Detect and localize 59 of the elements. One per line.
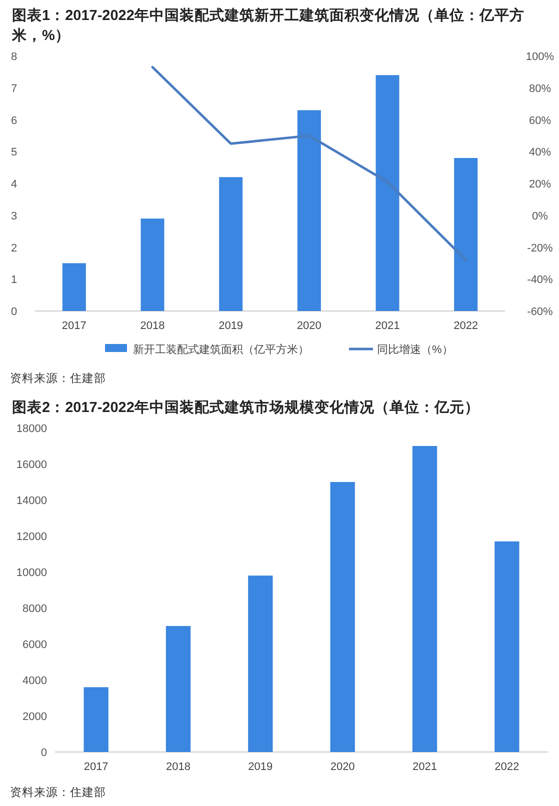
y-tick-label: 10000 (16, 567, 47, 579)
y2-tick-label: 40% (528, 146, 552, 159)
x-tick-label: 2018 (166, 761, 190, 773)
bar (454, 158, 478, 311)
legend-label: 同比增速（%） (377, 343, 453, 356)
bar (248, 576, 273, 752)
y-tick-label: 4000 (22, 675, 47, 687)
y-tick-label: 14000 (16, 495, 47, 507)
chart-title: 图表2：2017-2022年中国装配式建筑市场规模变化情况（单位：亿元） (11, 398, 480, 418)
bar (376, 75, 400, 311)
y2-tick-label: 80% (528, 82, 552, 95)
x-tick-label: 2019 (248, 761, 273, 773)
y-tick-label: 2 (10, 242, 18, 254)
bar (140, 218, 164, 311)
bar (494, 541, 520, 752)
x-tick-label: 2022 (454, 320, 478, 332)
x-tick-label: 2017 (62, 320, 86, 332)
bar (219, 177, 243, 311)
bar (330, 482, 355, 752)
x-tick-label: 2017 (84, 761, 108, 773)
bar (297, 110, 321, 311)
y-tick-label: 0 (10, 306, 18, 318)
y-tick-label: 8000 (22, 603, 47, 615)
y-tick-label: 16000 (16, 459, 47, 471)
x-tick-label: 2020 (296, 320, 322, 332)
y-tick-label: 1 (10, 274, 18, 286)
text: 资料来源：住建部 (9, 785, 107, 800)
bar (84, 687, 108, 752)
y2-tick-label: -20% (527, 242, 554, 254)
y2-tick-label: -40% (527, 274, 554, 286)
y-tick-label: 8 (10, 51, 18, 63)
bar (62, 263, 86, 311)
y-tick-label: 7 (10, 82, 18, 95)
x-tick-label: 2021 (375, 320, 400, 332)
bar (166, 626, 191, 752)
x-tick-label: 2021 (412, 761, 437, 773)
y-tick-label: 2000 (22, 711, 47, 723)
y2-tick-label: 0% (532, 210, 548, 222)
y2-tick-label: -60% (527, 306, 554, 318)
x-tick-label: 2022 (494, 761, 520, 773)
x-tick-label: 2018 (140, 320, 165, 332)
y2-tick-label: 20% (528, 178, 552, 190)
y-tick-label: 3 (10, 210, 18, 222)
bar (412, 446, 438, 752)
legend-label: 新开工装配式建筑面积（亿平方米） (133, 343, 309, 356)
chart-title: 图表1：2017-2022年中国装配式建筑新开工建筑面积变化情况（单位：亿平方米，%） (10, 6, 526, 46)
y-tick-label: 4 (10, 178, 18, 190)
x-tick-label: 2020 (330, 761, 355, 773)
y-tick-label: 0 (40, 747, 47, 759)
y-tick-label: 5 (10, 146, 18, 159)
y-tick-label: 12000 (16, 531, 47, 543)
line-series (151, 66, 468, 262)
y2-tick-label: 60% (528, 114, 552, 127)
y-tick-label: 6000 (22, 639, 47, 651)
text: 资料来源：住建部 (9, 371, 107, 386)
y-tick-label: 6 (10, 114, 18, 127)
x-tick-label: 2019 (218, 320, 244, 332)
y-tick-label: 18000 (16, 423, 47, 435)
y2-tick-label: 100% (526, 51, 554, 63)
